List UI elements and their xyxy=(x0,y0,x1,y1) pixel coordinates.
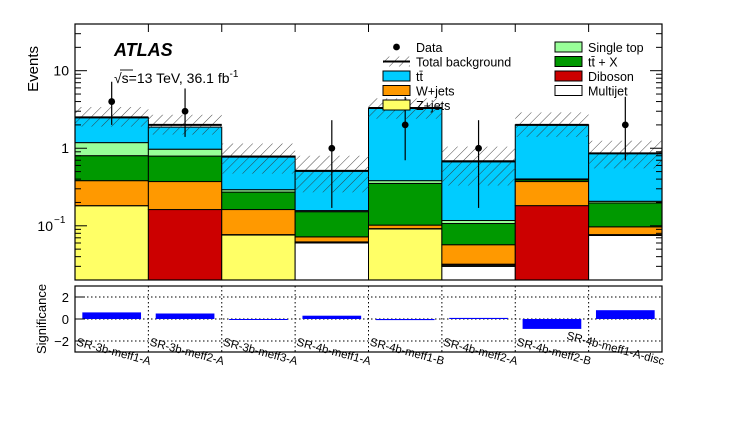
x-axis-ticks-top xyxy=(147,24,590,32)
bar-ttx xyxy=(294,211,369,238)
lower-frame xyxy=(74,285,663,353)
bar-ttx xyxy=(74,155,149,182)
legend-data-marker xyxy=(393,43,400,51)
bar-singletop xyxy=(147,148,223,157)
bar-ttx xyxy=(441,223,516,246)
bar-wjets xyxy=(368,224,443,230)
y-tick-label: 10 xyxy=(37,218,53,234)
significance-tick-label: 2 xyxy=(62,290,69,305)
data-point xyxy=(621,121,629,129)
legend-label: W+jets xyxy=(416,85,455,99)
bar-wjets xyxy=(514,181,590,207)
bar-ttx xyxy=(588,202,663,228)
bar-wjets xyxy=(588,226,663,236)
bar-diboson xyxy=(514,205,590,281)
bar-wjets xyxy=(441,244,516,265)
bar-zjets xyxy=(368,228,443,281)
significance-axis-label: Significance xyxy=(34,284,49,354)
significance-bar xyxy=(155,313,215,319)
y-axis-label: Events xyxy=(25,46,42,92)
legend-label: tt̄ + X xyxy=(588,56,618,70)
lumi-exponent: -1 xyxy=(230,69,239,80)
bar-ttx xyxy=(368,182,443,226)
bar-multijet xyxy=(588,234,663,281)
legend-label: Multijet xyxy=(588,85,628,99)
bar-wjets xyxy=(147,181,223,211)
legend-label: tt̄ xyxy=(416,70,423,84)
data-point xyxy=(401,121,409,129)
significance-bar xyxy=(229,319,288,320)
bar-zjets xyxy=(74,205,149,281)
y-tick-exponent: −1 xyxy=(54,215,66,226)
y-tick-label: 1 xyxy=(61,140,69,156)
legend-swatch xyxy=(382,99,411,111)
legend-label: Z+jets xyxy=(416,99,450,113)
legend-swatch xyxy=(554,70,583,82)
atlas-label: ATLAS xyxy=(113,40,173,60)
significance-bar xyxy=(375,319,435,321)
significance-bar xyxy=(522,319,582,329)
bar-wjets xyxy=(294,236,369,243)
bar-ttx xyxy=(147,155,223,183)
uncertainty-band-bin xyxy=(221,143,296,174)
significance-bar xyxy=(82,312,142,319)
legend-swatch xyxy=(554,85,583,96)
legend-swatch xyxy=(382,85,411,96)
legend-label: Total background xyxy=(416,56,511,70)
data-point xyxy=(475,144,482,152)
legend-label: Data xyxy=(416,41,442,55)
energy-lumi-label: √s=13 TeV, 36.1 fb-1 xyxy=(114,69,239,86)
bar-zjets xyxy=(221,234,296,281)
significance-bar xyxy=(595,310,655,319)
bar-singletop xyxy=(74,142,149,157)
bar-diboson xyxy=(147,209,223,281)
bar-wjets xyxy=(74,180,149,207)
y-axis-ticks: 10−1110102 xyxy=(37,0,662,281)
bar-multijet xyxy=(441,265,516,281)
y-tick-label: 10 xyxy=(37,0,53,1)
bar-multijet xyxy=(294,242,369,281)
data-point xyxy=(328,144,336,152)
energy-label: √s=13 TeV, 36.1 fb xyxy=(114,70,230,86)
data-point xyxy=(108,98,116,105)
significance-tick-label: −2 xyxy=(54,334,69,349)
legend-label: Single top xyxy=(588,41,644,55)
x-axis-labels: SR-3b-meff1-ASR-3b-meff2-ASR-3b-meff3-AS… xyxy=(75,330,666,368)
legend-label: Diboson xyxy=(588,70,634,84)
bar-ttx xyxy=(221,191,296,211)
legend-swatch xyxy=(554,41,583,53)
bar-wjets xyxy=(221,209,296,236)
significance-tick-label: 0 xyxy=(62,312,69,327)
legend-swatch xyxy=(382,70,411,82)
significance-bar xyxy=(302,315,362,319)
significance-bar xyxy=(449,317,508,319)
data-point xyxy=(181,107,189,115)
legend-swatch xyxy=(554,56,583,67)
significance-panel: 2 0 −2 xyxy=(54,286,662,352)
y-tick-label: 10 xyxy=(53,63,69,79)
